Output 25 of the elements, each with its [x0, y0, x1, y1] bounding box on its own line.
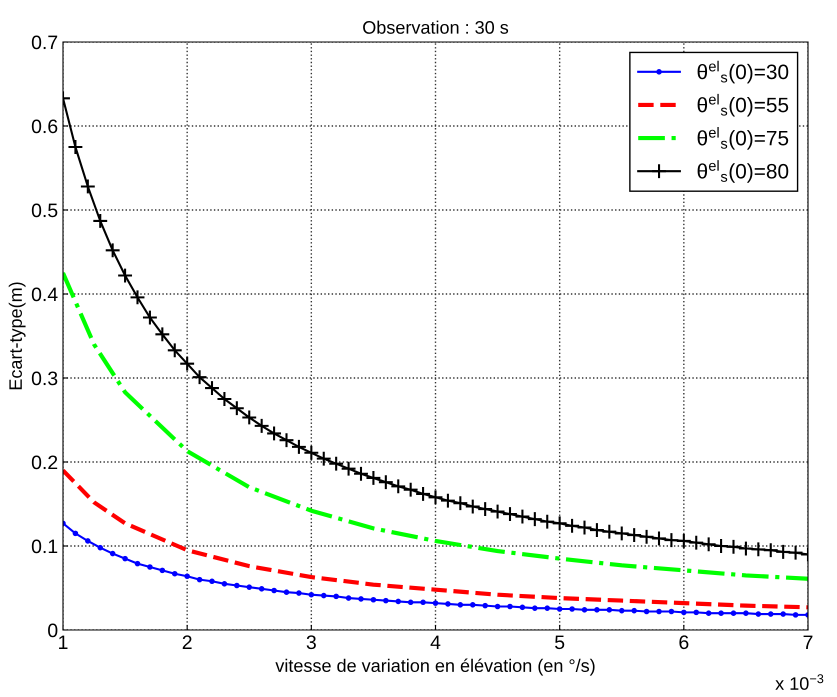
legend-label: θ$^{el}$$_{s}$(0)=55 — [698, 94, 788, 116]
x-axis-title: vitesse de variation en élévation (en °/s) — [275, 658, 595, 676]
y-tick-label: 0 — [48, 623, 58, 638]
line-series — [63, 468, 808, 610]
y-tick-label: 0.6 — [32, 119, 58, 134]
x-tick-label: 4 — [430, 636, 440, 649]
y-tick-label: 0.4 — [32, 287, 58, 302]
y-tick-label: 0.7 — [32, 35, 58, 50]
x-tick-label: 2 — [182, 635, 192, 649]
y-tick-label: 0.1 — [32, 539, 58, 554]
x-tick-label: 1 — [59, 636, 68, 649]
chart-title: Observation : 30 s — [363, 20, 508, 34]
legend-label: θ$^{el}$$_{s}$(0)=80 — [698, 160, 788, 183]
x-tick-label: 5 — [555, 636, 564, 650]
x-tick-label: 7 — [804, 636, 812, 649]
x-tick-label: 6 — [679, 635, 688, 650]
y-tick-label: 0.5 — [32, 203, 58, 218]
y-tick-label: 0.3 — [32, 371, 58, 386]
legend-label: θ$^{el}$$_{s}$(0)=75 — [698, 127, 788, 150]
line-series — [63, 270, 808, 581]
legend-label: θ$^{el}$$_{s}$(0)=30 — [698, 60, 788, 84]
y-axis-title: Ecart-type(m) — [8, 282, 26, 390]
text: x 10$^{−3}$ — [775, 674, 824, 690]
y-tick-label: 0.2 — [32, 455, 58, 470]
x-tick-label: 3 — [306, 635, 316, 650]
